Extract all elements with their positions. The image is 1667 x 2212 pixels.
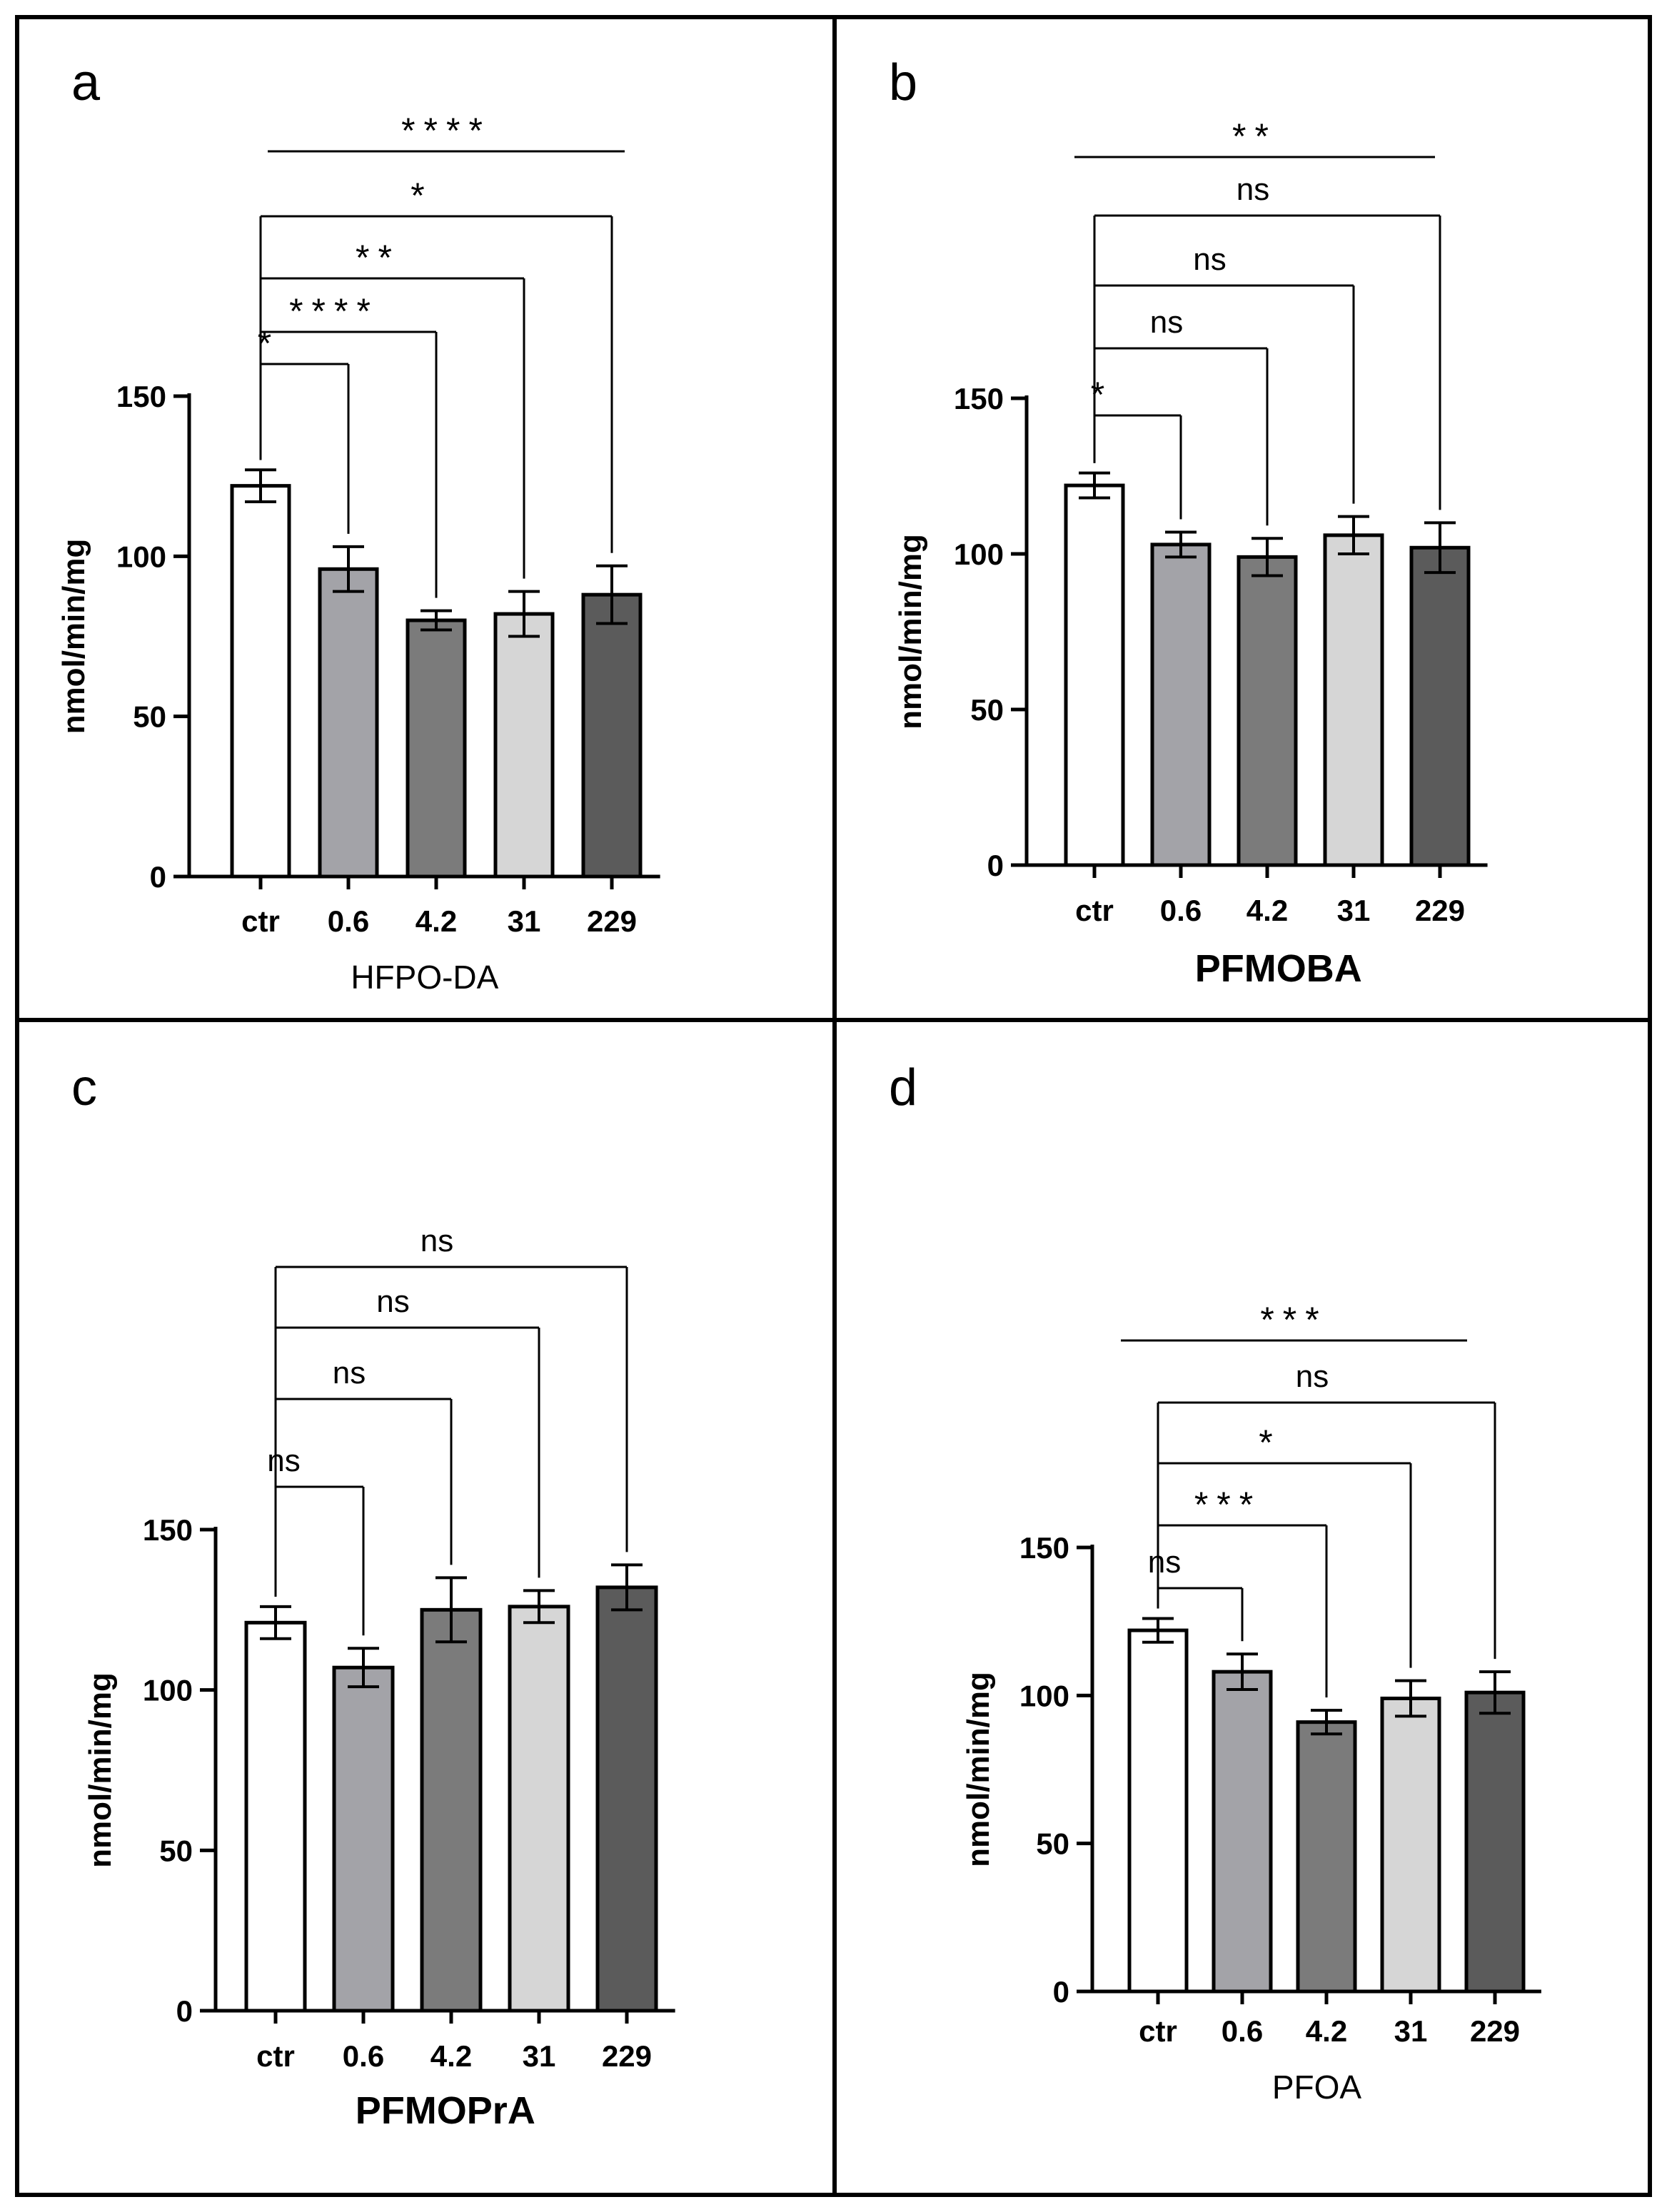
x-tick-label: 31	[523, 2039, 556, 2073]
significance-label: ns	[420, 1223, 453, 1258]
chart-pfoa: 0 50 100 150 nmol/min/mg ctr 0.6 4.2 31 229 PFOA ns…	[961, 1300, 1541, 2106]
x-tick-label: 0.6	[1160, 894, 1202, 927]
x-tick-label: 31	[1394, 2014, 1428, 2048]
significance-label: ns	[1193, 242, 1226, 277]
x-axis-label: PFMOPrA	[356, 2089, 535, 2132]
bar-ctr	[244, 1620, 307, 2013]
y-tick-label: 150	[143, 1513, 193, 1547]
bar-229	[595, 1585, 658, 2013]
bar-0.6	[332, 1665, 395, 2013]
y-tick-label: 50	[133, 700, 166, 734]
y-tick-label: 50	[159, 1834, 193, 1867]
significance-label: *	[411, 176, 433, 216]
bar-0.6	[318, 567, 379, 879]
y-tick-label: 50	[1036, 1827, 1069, 1861]
chart-pfmoba: 0 50 100 150 nmol/min/mg ctr 0.6 4.2 31 229 PFMOBA…	[893, 116, 1488, 990]
overall-significance-label: **	[1232, 116, 1277, 156]
y-axis-title: nmol/min/mg	[56, 539, 91, 734]
x-axis-label: HFPO-DA	[351, 959, 498, 996]
x-tick-label: ctr	[256, 2039, 295, 2073]
x-tick-label: 4.2	[1247, 894, 1288, 927]
significance-label: ns	[1150, 305, 1183, 340]
bar-31	[493, 612, 555, 879]
x-axis-label: PFOA	[1272, 2069, 1362, 2106]
y-axis-title: nmol/min/mg	[893, 534, 928, 729]
bar-4.2	[420, 1607, 483, 2013]
significance-label: *	[1259, 1423, 1281, 1463]
x-axis-label: PFMOBA	[1195, 947, 1362, 990]
panel-frame-b	[832, 15, 1652, 1022]
y-tick-label: 100	[143, 1674, 193, 1707]
y-tick-label: 100	[1019, 1679, 1069, 1712]
panel-frame-c	[15, 1018, 837, 2197]
significance-label: ns	[1148, 1545, 1181, 1580]
x-tick-label: ctr	[241, 904, 280, 938]
panel-letter-a: a	[71, 54, 101, 111]
significance-label: ****	[289, 291, 379, 331]
y-tick-label: 150	[1019, 1531, 1069, 1565]
x-tick-label: 229	[587, 904, 637, 938]
panel-frame-d	[832, 1018, 1652, 2197]
panel-letter-d: d	[889, 1059, 917, 1116]
bar-4.2	[1237, 555, 1298, 867]
significance-label: ns	[267, 1443, 300, 1478]
x-tick-label: 229	[1470, 2014, 1520, 2048]
bar-0.6	[1212, 1670, 1273, 1994]
y-tick-label: 100	[954, 537, 1004, 571]
bar-229	[1464, 1690, 1526, 1994]
y-tick-label: 150	[954, 382, 1004, 415]
chart-pfmopra: 0 50 100 150 nmol/min/mg ctr 0.6 4.2 31 229 PFMOPr…	[83, 1223, 675, 2132]
bar-ctr	[230, 484, 291, 879]
bar-31	[1380, 1696, 1441, 1994]
x-tick-label: 229	[602, 2039, 652, 2073]
x-tick-label: 4.2	[1306, 2014, 1347, 2048]
significance-label: ns	[333, 1355, 366, 1390]
bar-31	[1323, 533, 1384, 867]
y-tick-label: 150	[116, 380, 166, 413]
bar-ctr	[1127, 1628, 1189, 1994]
x-tick-label: 4.2	[416, 904, 457, 938]
y-tick-label: 0	[987, 849, 1004, 882]
significance-label: ns	[1237, 172, 1269, 207]
y-tick-label: 50	[970, 693, 1004, 727]
x-tick-label: 31	[508, 904, 541, 938]
y-tick-label: 100	[116, 540, 166, 573]
x-tick-label: ctr	[1075, 894, 1114, 927]
y-tick-label: 0	[1053, 1975, 1069, 2009]
panel-letter-b: b	[889, 54, 917, 111]
x-tick-label: 4.2	[430, 2039, 472, 2073]
bar-31	[508, 1605, 570, 2013]
x-tick-label: 0.6	[328, 904, 369, 938]
x-tick-label: 0.6	[343, 2039, 384, 2073]
significance-label: ns	[1296, 1359, 1329, 1394]
overall-significance-label: ****	[401, 111, 491, 151]
bar-4.2	[406, 618, 467, 879]
significance-label: **	[356, 238, 401, 278]
bar-4.2	[1296, 1720, 1357, 1994]
significance-label: ***	[1194, 1485, 1261, 1525]
chart-hfpo-da: 0 50 100 150 nmol/min/mg ctr 0.6 4.2 31 229 HFPO-D…	[56, 111, 660, 996]
y-axis-title: nmol/min/mg	[961, 1672, 996, 1867]
bar-0.6	[1150, 542, 1212, 867]
bar-229	[581, 592, 643, 879]
x-tick-label: 229	[1415, 894, 1465, 927]
overall-significance-label: ***	[1260, 1300, 1327, 1340]
bar-ctr	[1064, 483, 1125, 867]
significance-label: ns	[376, 1284, 409, 1319]
panel-letter-c: c	[71, 1059, 97, 1116]
y-axis-title: nmol/min/mg	[83, 1672, 118, 1868]
x-tick-label: 0.6	[1222, 2014, 1263, 2048]
y-tick-label: 0	[150, 860, 166, 894]
y-tick-label: 0	[176, 1994, 193, 2028]
bar-229	[1409, 545, 1471, 867]
x-tick-label: 31	[1337, 894, 1371, 927]
x-tick-label: ctr	[1139, 2014, 1177, 2048]
